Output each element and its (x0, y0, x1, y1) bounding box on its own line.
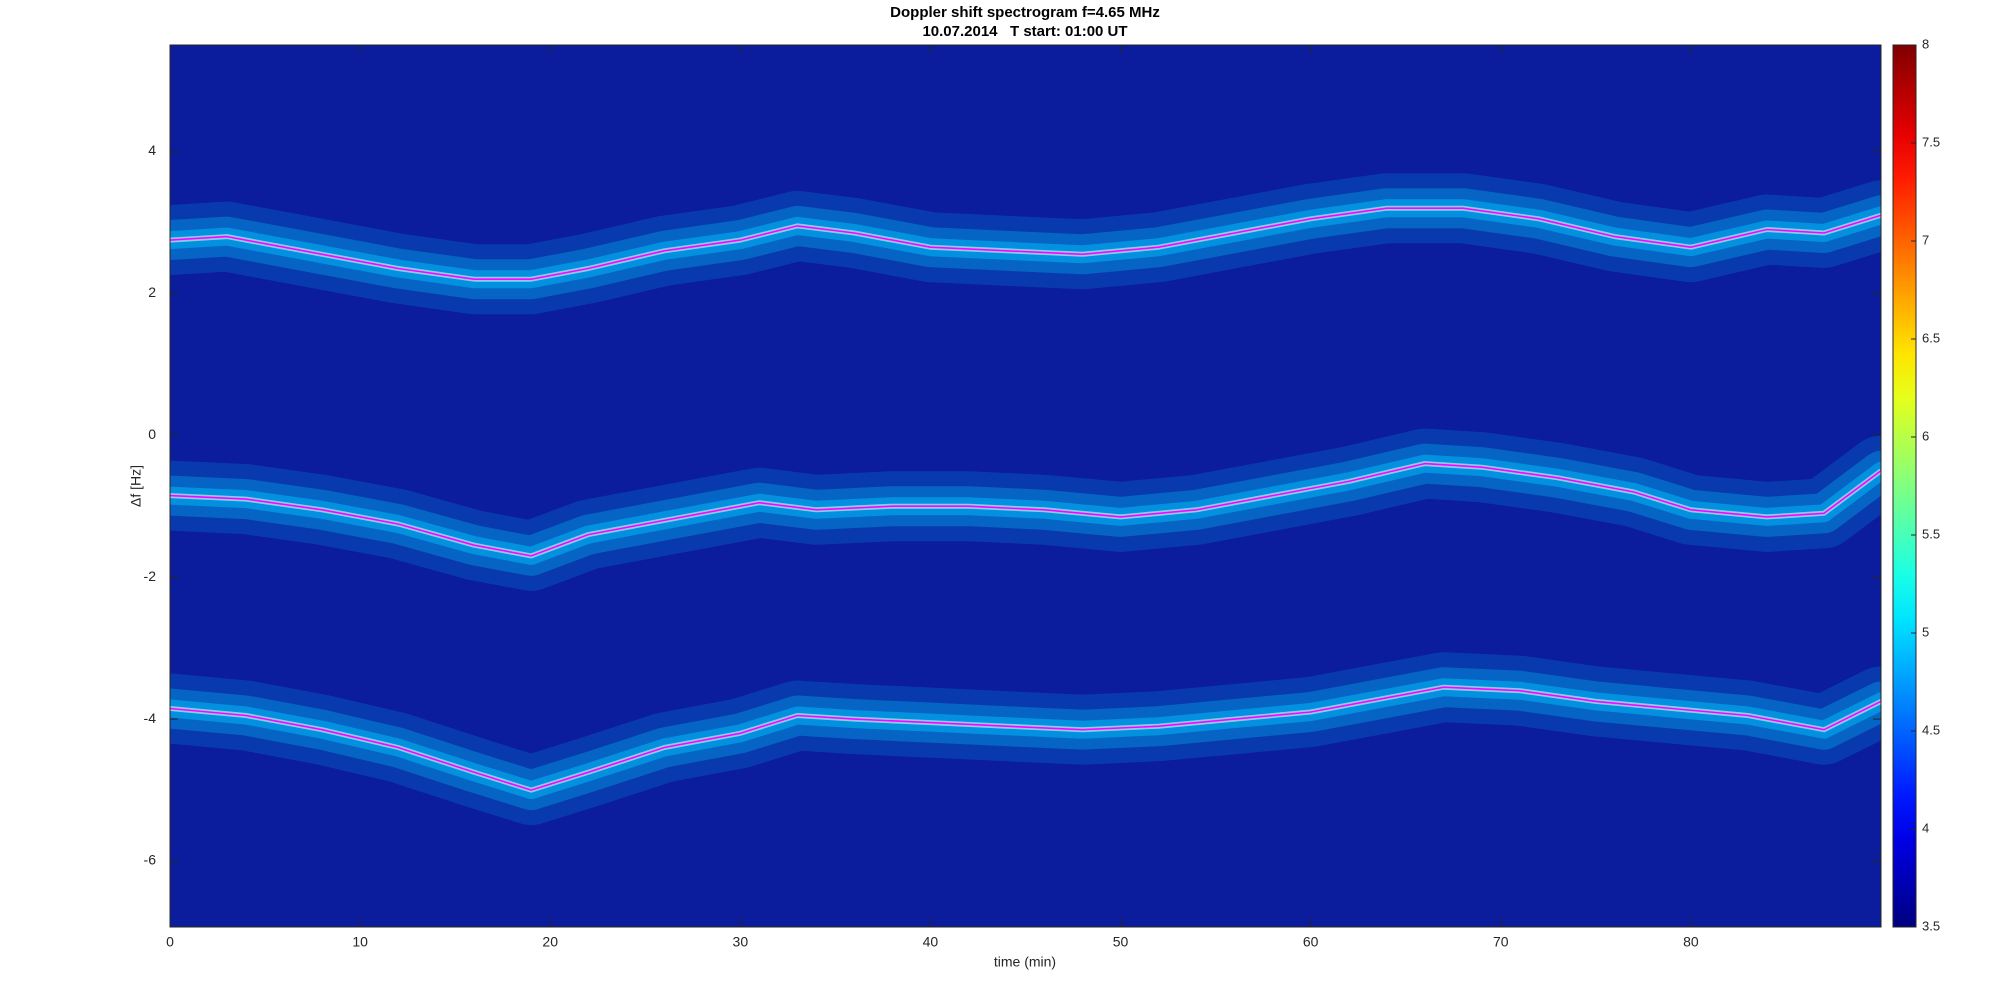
chart-title: Doppler shift spectrogram f=4.65 MHz (890, 4, 1160, 21)
trace-line (170, 686, 1881, 791)
colorbar-tick-label: 5.5 (1922, 526, 1940, 541)
y-tick-label: 2 (148, 284, 156, 300)
chart-subtitle: 10.07.2014 T start: 01:00 UT (922, 23, 1127, 40)
colorbar-tick-label: 3.5 (1922, 918, 1940, 933)
colorbar-tick-label: 6.5 (1922, 330, 1940, 345)
y-tick-label: 4 (148, 142, 156, 158)
colorbar-tick-label: 7 (1922, 232, 1929, 247)
plot-frame (169, 44, 1882, 928)
colorbar-tick-label: 4 (1922, 820, 1929, 835)
colorbar-tick-label: 6 (1922, 428, 1929, 443)
colorbar-tick-label: 8 (1922, 36, 1929, 51)
colorbar-tick-label: 7.5 (1922, 134, 1940, 149)
x-tick-label: 30 (733, 934, 749, 950)
y-tick-label: -2 (144, 568, 157, 584)
x-tick-label: 50 (1113, 934, 1129, 950)
y-tick-label: 0 (148, 426, 156, 442)
colorbar-tick-label: 4.5 (1922, 722, 1940, 737)
x-tick-label: 40 (923, 934, 939, 950)
x-tick-label: 20 (542, 934, 558, 950)
colorbar (1892, 44, 1917, 928)
y-tick-label: -4 (144, 710, 157, 726)
trace-line (170, 207, 1881, 280)
x-tick-label: 10 (352, 934, 368, 950)
traces (170, 173, 1881, 826)
x-tick-label: 60 (1303, 934, 1319, 950)
y-tick-label: -6 (144, 852, 157, 868)
x-tick-label: 0 (166, 934, 174, 950)
x-tick-label: 80 (1683, 934, 1699, 950)
x-axis-label: time (min) (994, 954, 1056, 970)
x-tick-label: 70 (1493, 934, 1509, 950)
trace-line (170, 462, 1881, 557)
colorbar-tick-label: 5 (1922, 624, 1929, 639)
y-axis-label: Δf [Hz] (128, 465, 144, 507)
